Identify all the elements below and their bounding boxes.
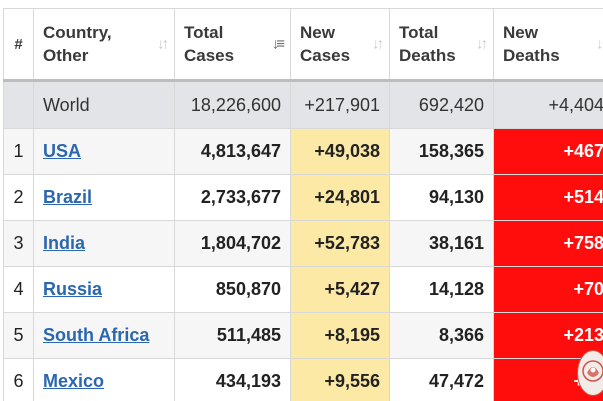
covid-stats-table: # Country, Other ↓↑ Total Cases ↓≡ New C… <box>3 8 603 401</box>
table-row: 1 USA 4,813,647 +49,038 158,365 +467 <box>3 128 603 175</box>
header-new-deaths-line2: Deaths <box>503 46 560 65</box>
header-total-cases-line2: Cases <box>184 46 235 65</box>
new-deaths-cell: +514 <box>493 174 603 221</box>
total-cases-cell: 511,485 <box>174 312 291 359</box>
header-new-cases[interactable]: New Cases ↓↑ <box>290 8 390 82</box>
country-cell: India <box>33 220 175 267</box>
row-index: 2 <box>3 174 34 221</box>
row-index: 6 <box>3 358 34 401</box>
sort-descending-icon[interactable]: ↓≡ <box>271 35 285 53</box>
row-index: 4 <box>3 266 34 313</box>
header-total-cases-line1: Total <box>184 23 224 42</box>
total-deaths-cell: 8,366 <box>389 312 494 359</box>
row-index: 5 <box>3 312 34 359</box>
new-cases-cell: +9,556 <box>290 358 390 401</box>
total-deaths-cell: 38,161 <box>389 220 494 267</box>
header-total-deaths[interactable]: Total Deaths ↓↑ <box>389 8 494 82</box>
total-deaths-cell: 14,128 <box>389 266 494 313</box>
total-cases-cell: 850,870 <box>174 266 291 313</box>
total-cases-cell: 4,813,647 <box>174 128 291 175</box>
total-deaths-cell: 47,472 <box>389 358 494 401</box>
table-row: 2 Brazil 2,733,677 +24,801 94,130 +514 <box>3 174 603 221</box>
country-link[interactable]: USA <box>43 141 82 161</box>
country-cell: USA <box>33 128 175 175</box>
world-row: World 18,226,600 +217,901 692,420 +4,404 <box>3 80 603 129</box>
world-total-deaths: 692,420 <box>389 80 494 129</box>
table-row: 6 Mexico 434,193 +9,556 47,472 +78 <box>3 358 603 401</box>
total-deaths-cell: 94,130 <box>389 174 494 221</box>
header-total-deaths-line1: Total <box>399 23 439 42</box>
country-link[interactable]: Brazil <box>43 187 93 207</box>
header-country-line2: Other <box>43 46 89 65</box>
country-link[interactable]: India <box>43 233 86 253</box>
header-index: # <box>3 8 34 82</box>
sort-icon[interactable]: ↓↑ <box>476 35 488 53</box>
header-new-deaths[interactable]: New Deaths ↓↑ <box>493 8 603 82</box>
world-index <box>3 80 34 129</box>
header-index-label: # <box>14 35 23 53</box>
total-cases-cell: 1,804,702 <box>174 220 291 267</box>
header-total-cases[interactable]: Total Cases ↓≡ <box>174 8 291 82</box>
table-row: 3 India 1,804,702 +52,783 38,161 +758 <box>3 220 603 267</box>
country-cell: South Africa <box>33 312 175 359</box>
table-row: 4 Russia 850,870 +5,427 14,128 +70 <box>3 266 603 313</box>
new-deaths-cell: +213 <box>493 312 603 359</box>
world-new-deaths: +4,404 <box>493 80 603 129</box>
sort-icon[interactable]: ↓↑ <box>157 35 169 53</box>
world-name: World <box>33 80 175 129</box>
country-cell: Brazil <box>33 174 175 221</box>
channel-logo-icon <box>577 350 603 396</box>
header-total-deaths-line2: Deaths <box>399 46 456 65</box>
world-new-cases: +217,901 <box>290 80 390 129</box>
new-cases-cell: +24,801 <box>290 174 390 221</box>
country-link[interactable]: Mexico <box>43 371 105 391</box>
new-cases-cell: +5,427 <box>290 266 390 313</box>
header-new-cases-line2: Cases <box>300 46 351 65</box>
new-cases-cell: +8,195 <box>290 312 390 359</box>
header-country[interactable]: Country, Other ↓↑ <box>33 8 175 82</box>
sort-icon[interactable]: ↓↑ <box>596 35 603 53</box>
new-deaths-cell: +758 <box>493 220 603 267</box>
new-deaths-cell: +70 <box>493 266 603 313</box>
total-deaths-cell: 158,365 <box>389 128 494 175</box>
new-cases-cell: +49,038 <box>290 128 390 175</box>
total-cases-cell: 2,733,677 <box>174 174 291 221</box>
header-country-line1: Country, <box>43 23 112 42</box>
world-total-cases: 18,226,600 <box>174 80 291 129</box>
country-link[interactable]: Russia <box>43 279 103 299</box>
total-cases-cell: 434,193 <box>174 358 291 401</box>
header-row: # Country, Other ↓↑ Total Cases ↓≡ New C… <box>3 8 603 82</box>
country-cell: Russia <box>33 266 175 313</box>
sort-icon[interactable]: ↓↑ <box>372 35 384 53</box>
table-row: 5 South Africa 511,485 +8,195 8,366 +213 <box>3 312 603 359</box>
header-new-cases-line1: New <box>300 23 335 42</box>
country-link[interactable]: South Africa <box>43 325 150 345</box>
row-index: 3 <box>3 220 34 267</box>
header-new-deaths-line1: New <box>503 23 538 42</box>
new-cases-cell: +52,783 <box>290 220 390 267</box>
country-cell: Mexico <box>33 358 175 401</box>
row-index: 1 <box>3 128 34 175</box>
new-deaths-cell: +467 <box>493 128 603 175</box>
